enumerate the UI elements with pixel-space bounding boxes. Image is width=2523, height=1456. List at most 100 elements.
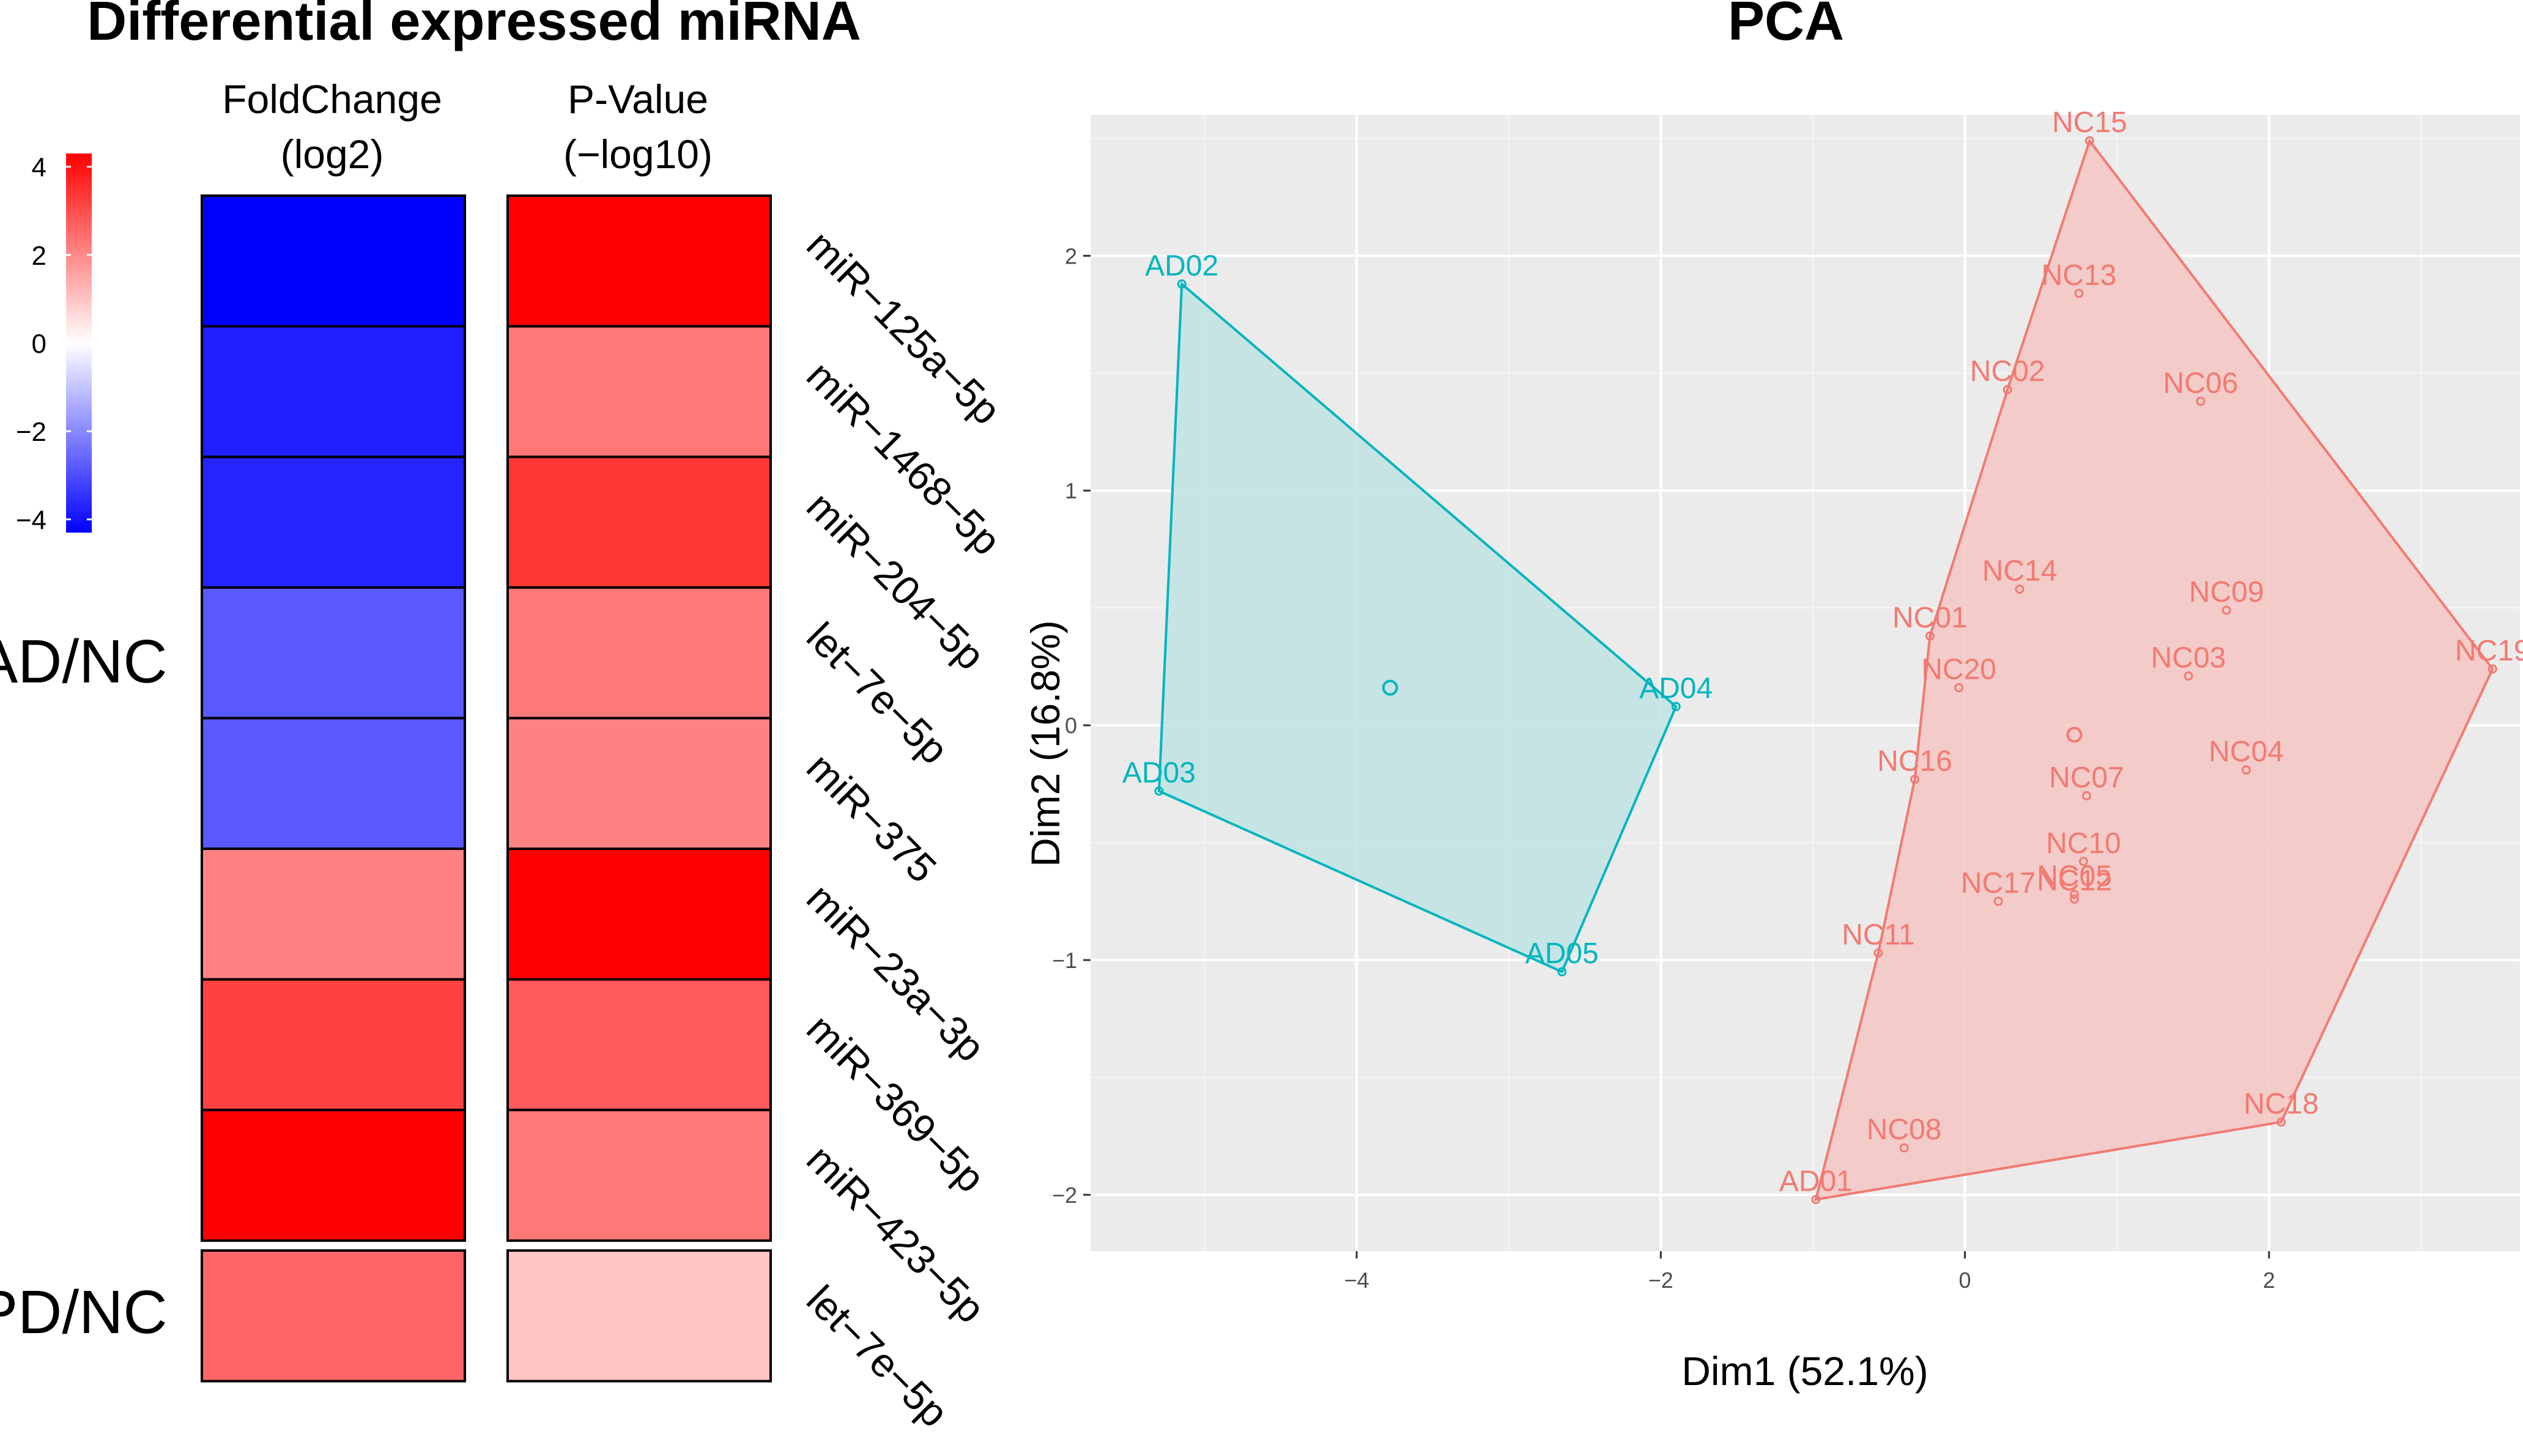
point-label: NC02 <box>1970 355 2045 388</box>
colorbar-tick-label: −4 <box>16 505 46 535</box>
point-label: NC11 <box>1842 918 1914 951</box>
point-label: NC09 <box>2189 576 2264 608</box>
colorbar-tick-label: −2 <box>16 417 46 447</box>
point-nc16 <box>1910 774 1920 784</box>
heatmap-cell-foldchange <box>201 325 466 459</box>
column-header-pvalue-line1: P-Value <box>568 76 708 122</box>
y-tick-label: 1 <box>1065 478 1077 503</box>
heatmap-cell-foldchange <box>201 848 466 981</box>
heatmap-cell-foldchange <box>201 1109 466 1242</box>
point-nc06 <box>2196 396 2206 406</box>
point-nc07 <box>2081 791 2091 800</box>
heatmap-cell-foldchange <box>201 586 466 720</box>
y-tick-label: 0 <box>1065 713 1077 738</box>
point-nc17 <box>1993 896 2003 906</box>
hull-nc <box>1814 138 2494 1202</box>
point-ad02 <box>1177 279 1187 289</box>
x-tick-label: −2 <box>1648 1268 1673 1293</box>
heatmap-cell-pvalue <box>506 325 772 459</box>
point-label: NC01 <box>1892 602 1968 634</box>
point-label: NC08 <box>1867 1114 1942 1146</box>
pca-x-axis-label: Dim1 (52.1%) <box>1681 1348 1928 1394</box>
colorbar-tick-label: 4 <box>32 153 46 183</box>
heatmap-panel: Differential expressed miRNA FoldChange … <box>0 0 1010 1436</box>
point-label: NC05 <box>2037 860 2112 892</box>
point-ad01 <box>1811 1195 1821 1205</box>
point-label: NC12 <box>2037 865 2112 897</box>
column-header-pvalue-line2: (−log10) <box>563 131 713 177</box>
point-nc13 <box>2074 289 2084 298</box>
heatmap-cell-pvalue <box>506 978 772 1112</box>
x-tick-label: 0 <box>1959 1268 1971 1293</box>
heatmap-cell-pvalue <box>506 717 772 851</box>
point-label: NC20 <box>1921 654 1996 686</box>
heatmap-cell-foldchange <box>201 194 466 328</box>
heatmap-cell-pvalue <box>506 1109 772 1242</box>
y-tick-label: −2 <box>1052 1183 1077 1208</box>
heatmap-cell-foldchange <box>201 717 466 851</box>
heatmap-cell-pvalue <box>506 456 772 589</box>
centroid-nc <box>2066 726 2083 743</box>
hull-ad <box>1157 281 1678 974</box>
point-nc04 <box>2241 765 2251 775</box>
point-label: NC13 <box>2042 259 2117 292</box>
point-nc05 <box>2070 889 2080 899</box>
point-nc15 <box>2084 136 2094 146</box>
pca-panel: PCA AD02 AD04 AD03 AD05 NC15 NC13 NC02 NC06 NC14… <box>1023 0 2523 1394</box>
heatmap-cell-foldchange <box>201 1249 466 1383</box>
heatmap-cell-pvalue <box>506 1249 772 1383</box>
column-header-foldchange-line1: FoldChange <box>222 76 442 122</box>
centroid-ad <box>1382 679 1398 696</box>
point-label: NC10 <box>2046 827 2121 860</box>
point-label: NC19 <box>2455 635 2523 667</box>
point-nc09 <box>2221 605 2231 615</box>
y-tick-label: 2 <box>1065 243 1077 268</box>
point-label: AD04 <box>1639 672 1713 704</box>
point-label: NC18 <box>2243 1088 2319 1120</box>
point-label: NC17 <box>1961 867 2036 900</box>
point-label: NC15 <box>2052 106 2127 139</box>
point-nc19 <box>2488 664 2497 674</box>
heatmap-cell-foldchange <box>201 978 466 1112</box>
group-label: AD/NC <box>0 627 168 696</box>
heatmap-cell-pvalue <box>506 194 772 328</box>
point-label: AD01 <box>1779 1166 1853 1198</box>
column-header-foldchange-line2: (log2) <box>281 131 384 177</box>
pca-title: PCA <box>1728 0 1844 52</box>
point-ad03 <box>1154 786 1164 796</box>
heatmap-cell-pvalue <box>506 848 772 981</box>
point-nc20 <box>1954 683 1964 693</box>
point-label: NC03 <box>2151 641 2226 674</box>
point-label: NC04 <box>2209 736 2284 768</box>
group-label: PD/NC <box>0 1278 168 1347</box>
point-nc14 <box>2015 584 2025 594</box>
point-nc03 <box>2184 671 2193 681</box>
point-nc02 <box>2002 385 2012 394</box>
point-nc12 <box>2070 894 2080 904</box>
x-tick-label: −4 <box>1344 1268 1369 1293</box>
point-label: AD02 <box>1145 249 1218 282</box>
point-nc11 <box>1873 948 1883 958</box>
colorbar-tick-label: 0 <box>32 329 46 359</box>
point-label: NC14 <box>1982 555 2058 587</box>
heatmap-cell-foldchange <box>201 456 466 589</box>
point-nc10 <box>2078 857 2088 867</box>
point-label: NC07 <box>2049 761 2124 794</box>
point-ad04 <box>1671 701 1681 711</box>
point-label: NC16 <box>1877 745 1952 777</box>
x-tick-label: 2 <box>2263 1268 2275 1293</box>
pca-y-axis-label: Dim2 (16.8%) <box>1023 620 1068 867</box>
colorbar-tick-label: 2 <box>32 241 46 271</box>
point-label: AD05 <box>1525 937 1599 970</box>
point-label: AD03 <box>1122 757 1196 789</box>
point-nc01 <box>1925 631 1935 641</box>
colorbar: 4 2 0 −2 −4 <box>16 153 92 535</box>
point-ad05 <box>1557 967 1567 977</box>
heatmap-cell-pvalue <box>506 586 772 720</box>
point-nc08 <box>1899 1143 1909 1153</box>
point-nc18 <box>2277 1117 2286 1127</box>
point-label: NC06 <box>2163 367 2239 399</box>
y-tick-label: −1 <box>1052 948 1077 973</box>
heatmap-title: Differential expressed miRNA <box>87 0 861 52</box>
